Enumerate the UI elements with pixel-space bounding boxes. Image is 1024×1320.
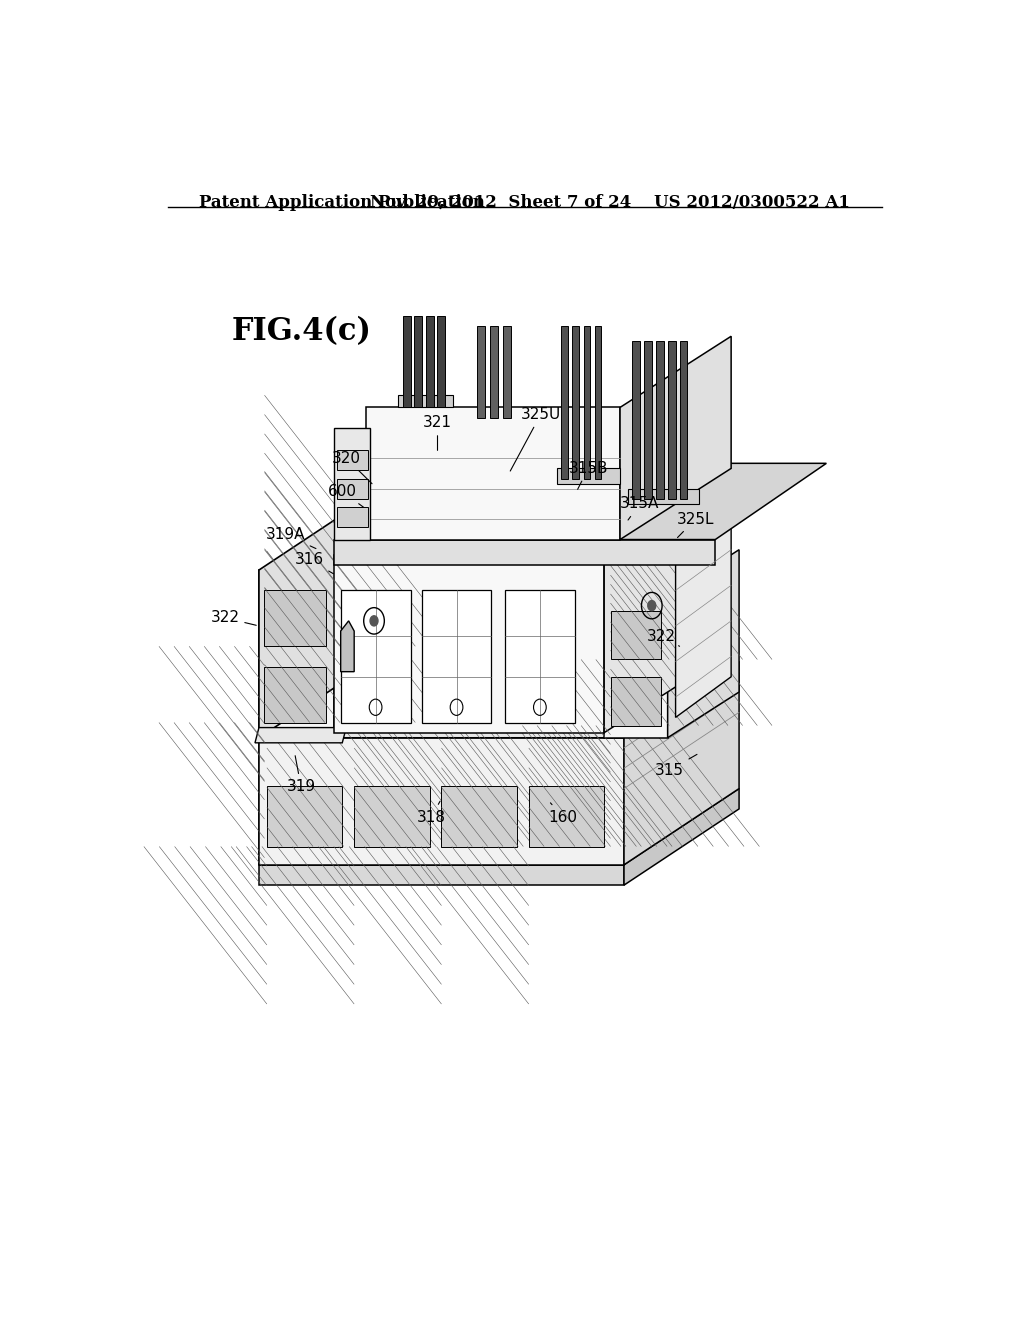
Text: 322: 322	[210, 610, 256, 626]
Polygon shape	[259, 570, 334, 738]
Text: US 2012/0300522 A1: US 2012/0300522 A1	[654, 194, 850, 211]
Polygon shape	[259, 788, 739, 865]
Polygon shape	[528, 785, 604, 846]
Text: 600: 600	[328, 484, 364, 507]
Polygon shape	[610, 611, 660, 660]
Circle shape	[370, 615, 378, 626]
Polygon shape	[644, 342, 652, 499]
Polygon shape	[561, 326, 567, 479]
Polygon shape	[367, 408, 620, 540]
Circle shape	[648, 601, 655, 611]
Polygon shape	[341, 590, 411, 722]
Text: 318: 318	[417, 801, 445, 825]
Polygon shape	[668, 549, 739, 738]
Polygon shape	[264, 667, 327, 722]
Polygon shape	[426, 315, 433, 408]
Polygon shape	[267, 785, 342, 846]
Polygon shape	[624, 661, 739, 865]
Polygon shape	[489, 326, 498, 417]
Polygon shape	[334, 428, 370, 540]
Polygon shape	[503, 326, 511, 417]
Text: 315A: 315A	[621, 496, 659, 520]
Text: Nov. 29, 2012  Sheet 7 of 24: Nov. 29, 2012 Sheet 7 of 24	[371, 194, 632, 211]
Text: 315B: 315B	[568, 461, 608, 490]
Polygon shape	[337, 507, 368, 528]
Polygon shape	[632, 342, 640, 499]
Polygon shape	[557, 469, 620, 483]
Polygon shape	[572, 326, 579, 479]
Text: 320: 320	[332, 450, 372, 483]
Text: 315: 315	[654, 754, 697, 777]
Polygon shape	[415, 315, 423, 408]
Polygon shape	[628, 488, 699, 504]
Polygon shape	[403, 315, 412, 408]
Polygon shape	[505, 590, 574, 722]
Polygon shape	[259, 494, 374, 738]
Polygon shape	[255, 727, 346, 743]
Polygon shape	[655, 342, 664, 499]
Polygon shape	[676, 524, 731, 718]
Polygon shape	[422, 590, 492, 722]
Text: 316: 316	[294, 552, 334, 574]
Text: 160: 160	[549, 803, 578, 825]
Polygon shape	[436, 315, 444, 408]
Text: 325U: 325U	[510, 407, 561, 471]
Polygon shape	[397, 395, 454, 408]
Polygon shape	[668, 342, 676, 499]
Polygon shape	[595, 326, 601, 479]
Polygon shape	[680, 342, 687, 499]
Polygon shape	[604, 595, 668, 738]
Text: 319A: 319A	[265, 527, 316, 549]
Polygon shape	[337, 450, 368, 470]
Polygon shape	[337, 479, 368, 499]
Polygon shape	[264, 590, 327, 647]
Polygon shape	[477, 326, 485, 417]
Polygon shape	[341, 620, 354, 672]
Polygon shape	[584, 326, 590, 479]
Polygon shape	[259, 661, 374, 865]
Text: 325L: 325L	[677, 512, 714, 537]
Text: 321: 321	[423, 416, 452, 450]
Polygon shape	[624, 788, 739, 886]
Polygon shape	[604, 483, 715, 733]
Text: FIG.4(c): FIG.4(c)	[231, 315, 371, 347]
Polygon shape	[610, 677, 660, 726]
Polygon shape	[259, 865, 624, 886]
Polygon shape	[334, 463, 826, 540]
Text: Patent Application Publication: Patent Application Publication	[200, 194, 485, 211]
Text: 319: 319	[287, 756, 315, 795]
Polygon shape	[334, 540, 715, 565]
Polygon shape	[354, 785, 430, 846]
Polygon shape	[620, 337, 731, 540]
Polygon shape	[259, 738, 624, 865]
Polygon shape	[334, 554, 604, 733]
Text: 322: 322	[647, 628, 680, 647]
Polygon shape	[441, 785, 517, 846]
Polygon shape	[259, 661, 739, 738]
